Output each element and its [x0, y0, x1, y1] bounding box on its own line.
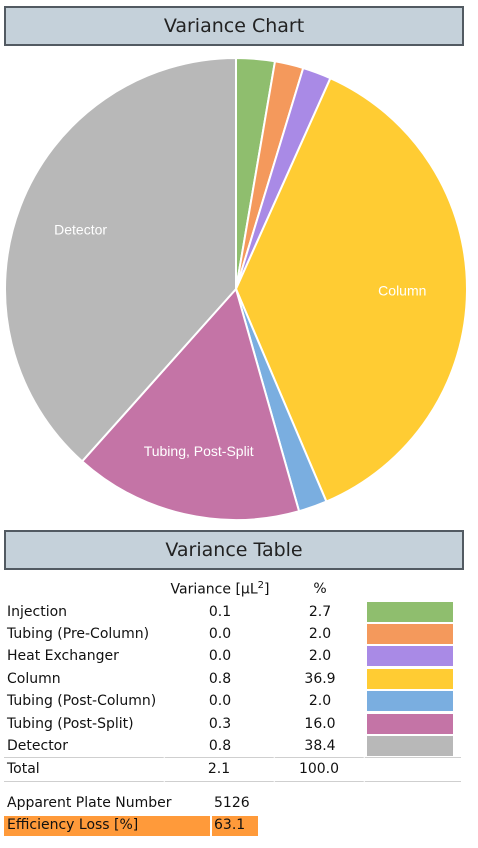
- row-swatch-cell: [365, 712, 461, 734]
- total-swatch-cell: [365, 757, 461, 782]
- row-variance: 0.0: [208, 648, 232, 665]
- row-swatch-cell: [365, 668, 461, 690]
- plate-number-value: 5126: [214, 795, 250, 811]
- color-swatch: [367, 668, 453, 689]
- plate-number-label: Apparent Plate Number: [7, 795, 172, 811]
- row-swatch-cell: [365, 600, 461, 622]
- row-name: Column: [7, 670, 61, 687]
- total-label: Total: [4, 757, 165, 782]
- row-variance: 0.0: [208, 625, 232, 642]
- total-row: Total 2.1 100.0: [4, 757, 461, 782]
- table-row: Tubing (Post-Split) 0.3 16.0: [4, 712, 461, 734]
- color-swatch: [367, 735, 453, 756]
- pie-label-detector: Detector: [54, 222, 107, 238]
- row-variance: 0.1: [208, 603, 232, 620]
- table-title: Variance Table: [165, 539, 303, 561]
- table-row: Detector 0.8 38.4: [4, 735, 461, 757]
- table-row: Tubing (Pre-Column) 0.0 2.0: [4, 623, 461, 645]
- variance-table: Variance [µL2] % Injection 0.1 2.7 Tubing (…: [4, 578, 461, 782]
- table-row: Heat Exchanger 0.0 2.0: [4, 645, 461, 667]
- color-swatch: [367, 713, 453, 734]
- variance-column-header: Variance [µL2]: [170, 580, 270, 599]
- total-variance: 2.1: [165, 757, 275, 782]
- table-header: Variance Table: [4, 530, 464, 570]
- color-swatch: [367, 601, 453, 622]
- row-swatch-cell: [365, 690, 461, 712]
- efficiency-loss-label: Efficiency Loss [%]: [7, 817, 139, 833]
- pie-label-column: Column: [378, 283, 426, 299]
- color-column-header: [365, 578, 461, 600]
- chart-header: Variance Chart: [4, 6, 464, 46]
- pie-slice-column: [234, 76, 468, 503]
- pie-slice-detector: [4, 56, 237, 463]
- pie-slice-tubing-post-split: [80, 286, 301, 521]
- total-percent: 100.0: [275, 757, 365, 782]
- row-percent: 2.7: [308, 603, 332, 620]
- efficiency-loss-value: 63.1: [214, 817, 246, 833]
- efficiency-loss-label-highlight: [4, 816, 210, 836]
- table-header-row: Variance [µL2] %: [4, 578, 461, 600]
- row-name: Heat Exchanger: [7, 648, 119, 665]
- efficiency-loss-value-highlight: [212, 816, 258, 836]
- row-swatch-cell: [365, 735, 461, 757]
- row-percent: 2.0: [308, 625, 332, 642]
- color-swatch: [367, 691, 453, 712]
- row-name: Detector: [7, 737, 69, 754]
- row-variance: 0.3: [208, 715, 232, 732]
- row-name: Tubing (Post-Split): [7, 715, 134, 732]
- row-percent: 38.4: [304, 737, 336, 754]
- row-name: Tubing (Pre-Column): [7, 625, 150, 642]
- row-variance: 0.8: [208, 737, 232, 754]
- color-swatch: [367, 646, 453, 667]
- chart-title: Variance Chart: [163, 15, 305, 37]
- row-swatch-cell: [365, 645, 461, 667]
- row-percent: 16.0: [304, 715, 336, 732]
- color-swatch: [367, 623, 453, 644]
- table-row: Injection 0.1 2.7: [4, 600, 461, 622]
- pie-chart: Column Tubing, Post-Split Detector: [4, 56, 468, 521]
- table-row: Tubing (Post-Column) 0.0 2.0: [4, 690, 461, 712]
- row-name: Tubing (Post-Column): [7, 693, 157, 710]
- row-variance: 0.0: [208, 693, 232, 710]
- name-column-header: [4, 578, 165, 600]
- percent-column-header: %: [313, 581, 327, 598]
- row-percent: 2.0: [308, 648, 332, 665]
- row-swatch-cell: [365, 623, 461, 645]
- row-percent: 36.9: [304, 670, 336, 687]
- pie-label-tubing-post-split: Tubing, Post-Split: [144, 443, 254, 459]
- row-percent: 2.0: [308, 693, 332, 710]
- table-row: Column 0.8 36.9: [4, 668, 461, 690]
- row-variance: 0.8: [208, 670, 232, 687]
- row-name: Injection: [7, 603, 68, 620]
